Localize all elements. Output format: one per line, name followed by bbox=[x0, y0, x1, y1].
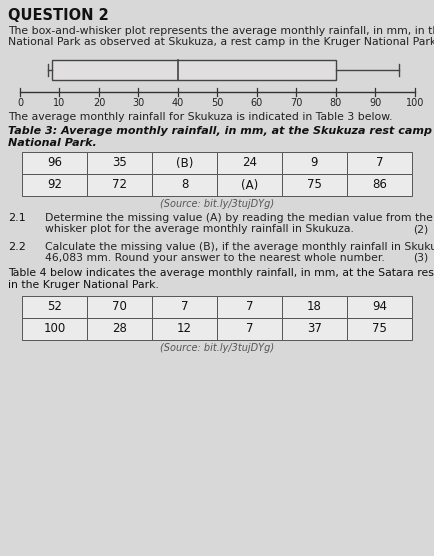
Text: 70: 70 bbox=[289, 98, 302, 108]
Bar bbox=[151, 318, 217, 340]
Bar bbox=[217, 296, 281, 318]
Text: 7: 7 bbox=[181, 300, 188, 314]
Text: 24: 24 bbox=[241, 156, 256, 170]
Bar bbox=[22, 152, 87, 174]
Bar bbox=[346, 296, 411, 318]
Text: (A): (A) bbox=[240, 178, 257, 191]
Bar bbox=[22, 296, 87, 318]
Text: 20: 20 bbox=[92, 98, 105, 108]
Text: (3): (3) bbox=[412, 253, 427, 263]
Bar bbox=[281, 174, 346, 196]
Text: whisker plot for the average monthly rainfall in Skukuza.: whisker plot for the average monthly rai… bbox=[45, 224, 353, 234]
Text: 72: 72 bbox=[112, 178, 127, 191]
Text: 2.1: 2.1 bbox=[8, 213, 26, 223]
Bar bbox=[87, 152, 151, 174]
Text: 100: 100 bbox=[405, 98, 423, 108]
Bar bbox=[87, 174, 151, 196]
Text: 96: 96 bbox=[47, 156, 62, 170]
Text: 7: 7 bbox=[245, 300, 253, 314]
Bar bbox=[87, 296, 151, 318]
Text: (B): (B) bbox=[175, 156, 193, 170]
Bar bbox=[346, 318, 411, 340]
Bar bbox=[151, 296, 217, 318]
Text: Determine the missing value (A) by reading the median value from the box-and-: Determine the missing value (A) by readi… bbox=[45, 213, 434, 223]
Text: The box-and-whisker plot represents the average monthly rainfall, in mm, in the : The box-and-whisker plot represents the … bbox=[8, 26, 434, 36]
Bar bbox=[281, 296, 346, 318]
Bar bbox=[22, 318, 87, 340]
Text: 60: 60 bbox=[250, 98, 263, 108]
Text: 70: 70 bbox=[112, 300, 127, 314]
Bar bbox=[217, 152, 281, 174]
Text: 75: 75 bbox=[371, 322, 386, 335]
Text: 7: 7 bbox=[245, 322, 253, 335]
Bar bbox=[346, 152, 411, 174]
Bar bbox=[281, 152, 346, 174]
Text: 0: 0 bbox=[17, 98, 23, 108]
Text: (Source: bit.ly/3tujDYg): (Source: bit.ly/3tujDYg) bbox=[160, 199, 273, 209]
Text: in the Kruger National Park.: in the Kruger National Park. bbox=[8, 280, 158, 290]
Text: 75: 75 bbox=[306, 178, 321, 191]
Text: 18: 18 bbox=[306, 300, 321, 314]
Text: (Source: bit.ly/3tujDYg): (Source: bit.ly/3tujDYg) bbox=[160, 343, 273, 353]
Text: 28: 28 bbox=[112, 322, 127, 335]
Bar bbox=[217, 318, 281, 340]
Text: National Park as observed at Skukuza, a rest camp in the Kruger National Park.: National Park as observed at Skukuza, a … bbox=[8, 37, 434, 47]
Text: 40: 40 bbox=[171, 98, 184, 108]
Text: Calculate the missing value (B), if the average monthly rainfall in Skukuza is: Calculate the missing value (B), if the … bbox=[45, 242, 434, 252]
Text: National Park.: National Park. bbox=[8, 138, 96, 148]
Bar bbox=[52, 60, 335, 80]
Text: 90: 90 bbox=[368, 98, 381, 108]
Text: 50: 50 bbox=[211, 98, 223, 108]
Bar bbox=[217, 174, 281, 196]
Text: 12: 12 bbox=[177, 322, 191, 335]
Text: 10: 10 bbox=[53, 98, 66, 108]
Text: Table 4 below indicates the average monthly rainfall, in mm, at the Satara rest : Table 4 below indicates the average mont… bbox=[8, 268, 434, 278]
Text: 52: 52 bbox=[47, 300, 62, 314]
Text: QUESTION 2: QUESTION 2 bbox=[8, 8, 108, 23]
Bar bbox=[281, 318, 346, 340]
Text: 9: 9 bbox=[310, 156, 318, 170]
Text: 92: 92 bbox=[47, 178, 62, 191]
Text: 30: 30 bbox=[132, 98, 144, 108]
Text: 94: 94 bbox=[371, 300, 386, 314]
Bar bbox=[22, 174, 87, 196]
Bar bbox=[346, 174, 411, 196]
Text: 35: 35 bbox=[112, 156, 127, 170]
Text: (2): (2) bbox=[412, 224, 427, 234]
Text: 8: 8 bbox=[181, 178, 188, 191]
Text: Table 3: Average monthly rainfall, in mm, at the Skukuza rest camp in the Kruger: Table 3: Average monthly rainfall, in mm… bbox=[8, 126, 434, 136]
Text: 46,083 mm. Round your answer to the nearest whole number.: 46,083 mm. Round your answer to the near… bbox=[45, 253, 384, 263]
Text: 2.2: 2.2 bbox=[8, 242, 26, 252]
Bar bbox=[151, 152, 217, 174]
Text: 7: 7 bbox=[375, 156, 382, 170]
Text: 100: 100 bbox=[43, 322, 66, 335]
Text: 80: 80 bbox=[329, 98, 341, 108]
Bar bbox=[87, 318, 151, 340]
Bar bbox=[151, 174, 217, 196]
Text: 86: 86 bbox=[371, 178, 386, 191]
Text: 37: 37 bbox=[306, 322, 321, 335]
Text: The average monthly rainfall for Skukuza is indicated in Table 3 below.: The average monthly rainfall for Skukuza… bbox=[8, 112, 391, 122]
